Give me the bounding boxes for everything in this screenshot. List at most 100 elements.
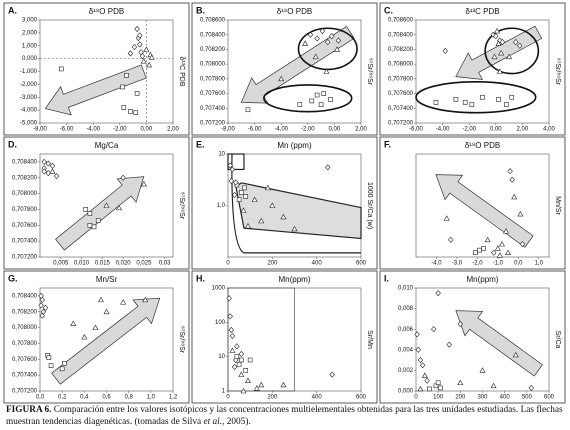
x-tick-label: 0,0	[36, 395, 45, 401]
point	[229, 166, 236, 173]
x-tick-label: -3,0	[452, 261, 463, 267]
panel-letter: I.	[384, 273, 389, 283]
point	[121, 105, 127, 110]
x-tick-label: 200	[267, 261, 278, 267]
point	[505, 249, 512, 256]
x-tick-label: -2,00	[462, 127, 476, 133]
y-tick-label: 0,707800	[12, 207, 38, 213]
panel-border	[191, 2, 378, 136]
point	[417, 385, 424, 392]
point	[415, 346, 421, 353]
y-tick-label: 100	[215, 320, 226, 326]
point	[242, 185, 247, 191]
point	[87, 223, 93, 228]
panel: A. δ¹⁸O PDB δ¹³C PDB -8,00 -6,00 -4,00 -2,00 0,…	[3, 2, 190, 136]
x-tick-label: -4,00	[86, 127, 100, 133]
point	[251, 196, 258, 202]
point	[238, 357, 244, 363]
y-tick-label: 10	[218, 152, 225, 158]
y-tick-label: 0,708600	[200, 18, 226, 24]
trend-arrow	[44, 64, 147, 116]
x-tick-label: 2,00	[355, 127, 367, 133]
y-tick-label: 0,707600	[200, 91, 226, 97]
point	[128, 109, 133, 114]
point	[479, 367, 486, 373]
x-tick-label: 100	[433, 395, 444, 401]
group-ellipse	[297, 27, 358, 71]
point	[495, 40, 502, 46]
y-tick-label: 0,707800	[12, 341, 38, 347]
y-tick-label: 0,708400	[12, 294, 38, 300]
point	[496, 252, 503, 258]
trend-arrow	[55, 176, 145, 251]
trend-arrow	[455, 25, 543, 80]
y-tick-label: 0,708000	[200, 62, 226, 68]
plot-frame	[227, 19, 362, 124]
point	[509, 94, 515, 100]
point	[62, 360, 67, 366]
point	[59, 366, 65, 372]
point	[457, 379, 464, 386]
y-tick-label: 0,707200	[200, 121, 226, 127]
point	[325, 39, 331, 46]
x-tick-label: -6,00	[248, 127, 262, 133]
y-tick-label: 0,010	[398, 286, 414, 292]
point	[39, 296, 45, 303]
point	[247, 357, 253, 363]
panel: H. Mn(ppm) Sr/Mn 0 200 400 600 1 10 100 1000	[191, 270, 378, 404]
point	[419, 362, 426, 369]
y-tick-label: 0,708000	[388, 62, 414, 68]
panel-letter: A.	[8, 5, 17, 15]
point	[244, 222, 251, 229]
point	[457, 320, 464, 328]
point	[103, 202, 110, 208]
point	[240, 387, 247, 394]
y-tick-label: 0,708400	[12, 160, 38, 166]
x-tick-label: 0,00	[141, 127, 153, 133]
y-tick-label: 2,000	[22, 30, 38, 36]
panel-letter: C.	[384, 5, 393, 15]
point	[431, 326, 437, 333]
point	[325, 164, 331, 171]
point	[323, 68, 330, 74]
point	[329, 33, 335, 40]
y-tick-label: 0,708600	[388, 18, 414, 24]
x-tick-label: 0,03	[159, 261, 171, 267]
x-tick-label: -4,0	[431, 261, 442, 267]
point	[504, 102, 509, 107]
panel-border	[379, 270, 566, 404]
point	[309, 98, 315, 104]
point	[97, 296, 104, 303]
x-tick-label: 0,025	[136, 261, 152, 267]
point	[234, 354, 240, 359]
point	[227, 313, 233, 320]
point	[490, 382, 497, 389]
x-tick-label: 0	[226, 395, 230, 401]
point	[453, 97, 459, 102]
x-tick-label: 0,020	[116, 261, 132, 267]
point	[328, 97, 333, 102]
point	[120, 299, 127, 305]
point	[253, 385, 260, 391]
point	[87, 211, 93, 216]
x-tick-label: 400	[312, 395, 323, 401]
point	[81, 334, 88, 340]
panel-title: Mn/Sr	[96, 275, 118, 284]
point	[443, 215, 450, 221]
caption-label: FIGURA 6.	[6, 405, 52, 415]
y-tick-label: 0,708200	[200, 47, 226, 53]
panel: B. δ¹⁸O PDB ⁸⁷Sr/⁸⁶Sr -8,00 -6,00 -4,00 -2,00 0…	[191, 2, 378, 136]
panel: C. δ¹³C PDB ⁸⁷Sr/⁸⁶Sr -6,00 -4,00 -2,00 0,00 2,…	[379, 2, 566, 136]
x-tick-label: 0,015	[95, 261, 111, 267]
panel-border	[3, 136, 190, 270]
point	[233, 179, 239, 186]
point	[335, 37, 342, 44]
y-axis-label: ⁸⁷Sr/⁸⁶Sr	[178, 192, 185, 220]
y-tick-label: 0,708200	[12, 175, 38, 181]
y-tick-label: 0,002	[398, 368, 414, 374]
panel-border	[191, 136, 378, 270]
point	[517, 210, 524, 217]
y-tick-label: 0,008	[398, 306, 414, 312]
point	[226, 295, 232, 302]
point	[231, 363, 238, 371]
